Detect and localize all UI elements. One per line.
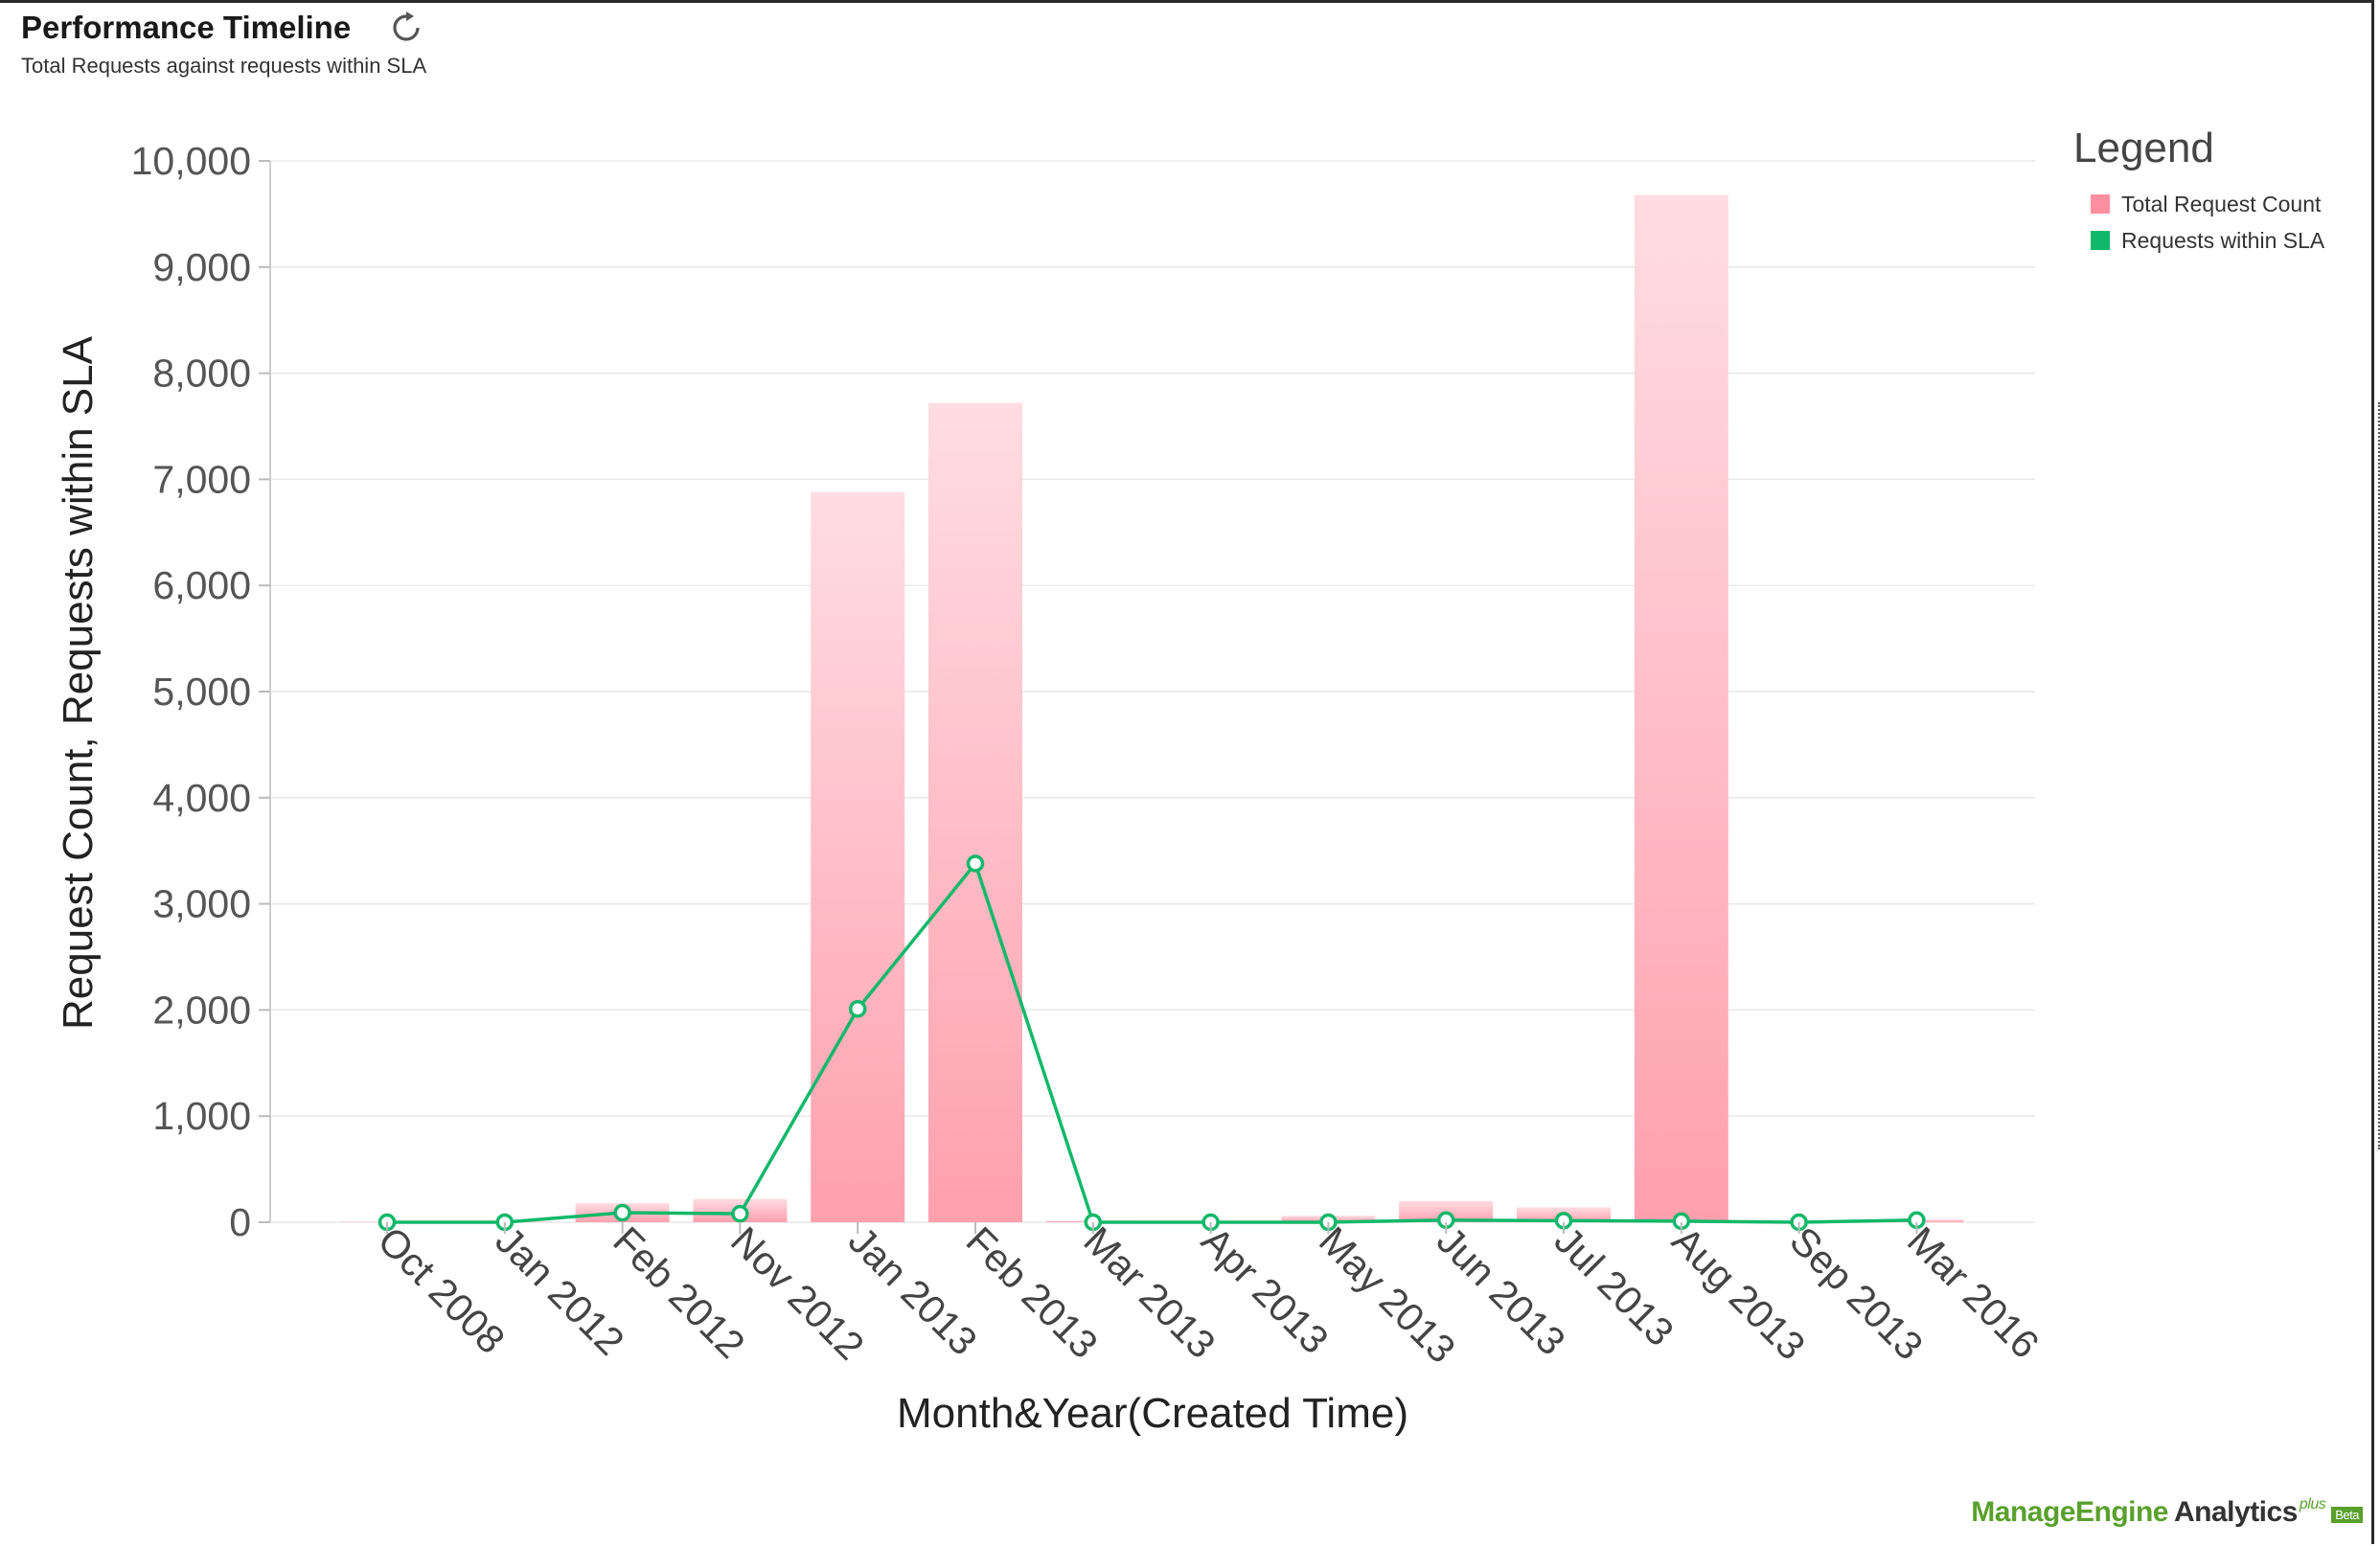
beta-badge: Beta xyxy=(2331,1507,2363,1523)
bar[interactable] xyxy=(928,402,1022,1222)
line-point[interactable] xyxy=(966,854,985,873)
y-tick-label: 2,000 xyxy=(152,988,251,1032)
y-tick-label: 9,000 xyxy=(152,245,251,289)
y-tick-label: 8,000 xyxy=(152,352,251,396)
bar-series xyxy=(340,194,1964,1222)
edge-marks xyxy=(2374,402,2380,1149)
legend-label: Total Request Count xyxy=(2121,191,2322,216)
y-tick-label: 5,000 xyxy=(152,670,251,714)
bar[interactable] xyxy=(811,491,905,1222)
brand-company: ManageEngine xyxy=(1971,1496,2168,1528)
line-point[interactable] xyxy=(848,1000,867,1018)
y-tick-label: 7,000 xyxy=(152,457,251,501)
page-subtitle: Total Requests against requests within S… xyxy=(21,54,427,78)
bar[interactable] xyxy=(1634,194,1728,1222)
legend: Legend Total Request Count Requests with… xyxy=(2073,125,2324,259)
legend-title: Legend xyxy=(2073,125,2214,171)
y-tick-label: 10,000 xyxy=(131,139,251,183)
x-tick-label: Oct 2008 xyxy=(370,1218,514,1362)
line-point[interactable] xyxy=(731,1204,749,1223)
legend-swatch-total xyxy=(2091,194,2110,214)
y-axis: 0 1,000 2,000 3,000 4,000 5,000 6,000 7,000 8,00… xyxy=(131,139,271,1244)
line-series xyxy=(378,854,1926,1232)
y-tick-label: 0 xyxy=(229,1200,251,1244)
y-tick-label: 4,000 xyxy=(152,776,251,820)
y-tick-label: 1,000 xyxy=(152,1094,251,1138)
legend-item-total-request-count[interactable]: Total Request Count xyxy=(2073,186,2324,222)
brand-plus: plus xyxy=(2299,1496,2326,1512)
chart-header: Performance Timeline Total Requests agai… xyxy=(21,10,426,79)
y-tick-label: 6,000 xyxy=(152,563,251,607)
brand-product: Analytics xyxy=(2174,1496,2298,1528)
refresh-icon[interactable] xyxy=(390,11,423,44)
page-title: Performance Timeline xyxy=(21,10,352,45)
y-tick-label: 3,000 xyxy=(152,882,251,926)
line-point[interactable] xyxy=(613,1203,631,1222)
line-path xyxy=(387,859,1917,1224)
y-axis-label: Request Count, Requests within SLA xyxy=(55,335,102,1030)
legend-label: Requests within SLA xyxy=(2121,227,2325,253)
x-tick-label: Jan 2012 xyxy=(487,1218,632,1364)
x-axis-label: Month&Year(Created Time) xyxy=(897,1390,1408,1437)
grid-lines xyxy=(270,160,2035,1223)
brand-logo: ManageEngine Analytics plus Beta xyxy=(1971,1496,2363,1529)
legend-item-requests-within-sla[interactable]: Requests within SLA xyxy=(2073,222,2324,259)
legend-swatch-sla xyxy=(2091,231,2110,250)
